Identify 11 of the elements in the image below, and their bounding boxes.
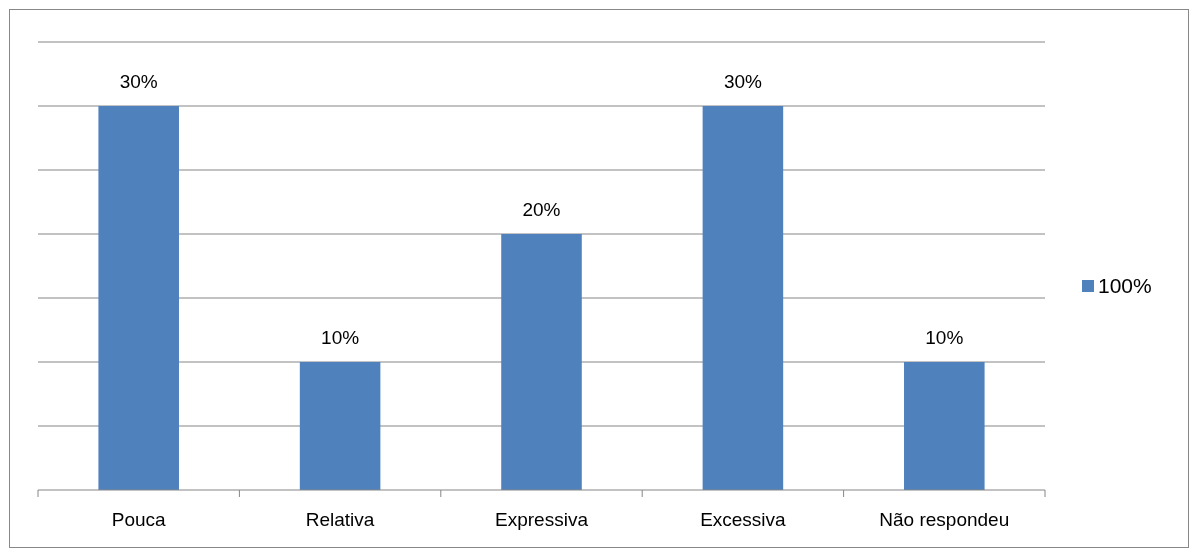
data-label: 10%: [321, 327, 360, 348]
x-tick-label: Relativa: [305, 509, 375, 530]
data-label: 30%: [119, 71, 158, 92]
data-label: 30%: [723, 71, 763, 92]
legend-label: 100%: [1098, 274, 1152, 298]
x-tick-label: Não respondeu: [879, 509, 1010, 530]
data-label: 20%: [522, 199, 561, 220]
x-tick-label: Expressiva: [495, 509, 589, 530]
data-label: 10%: [925, 327, 964, 348]
x-tick-label: Excessiva: [700, 509, 787, 530]
x-tick-label: Pouca: [111, 509, 167, 530]
